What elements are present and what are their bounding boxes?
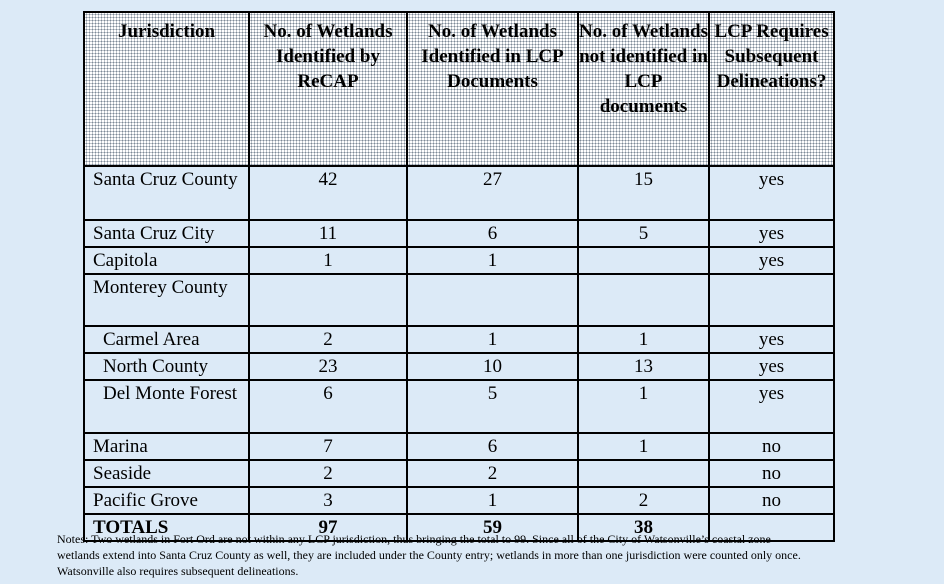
jurisdiction-cell: Santa Cruz County xyxy=(83,165,250,221)
wetlands-table: Jurisdiction No. of Wetlands Identified … xyxy=(83,11,835,542)
lcp-cell: 27 xyxy=(406,165,579,221)
recap-cell: 2 xyxy=(248,459,408,488)
lcp-cell xyxy=(406,273,579,327)
totals-delineation xyxy=(708,513,835,542)
delineation-cell: no xyxy=(708,486,835,515)
table-row: Monterey County xyxy=(83,273,835,327)
jurisdiction-cell: Capitola xyxy=(83,246,250,275)
recap-cell: 11 xyxy=(248,219,408,248)
table-row: Santa Cruz County 42 27 15 yes xyxy=(83,165,835,221)
jurisdiction-cell: Monterey County xyxy=(83,273,250,327)
delineation-cell: yes xyxy=(708,165,835,221)
delineation-cell: yes xyxy=(708,325,835,354)
lcp-cell: 10 xyxy=(406,352,579,381)
totals-label: TOTALS xyxy=(83,513,250,542)
table-row: Santa Cruz City 11 6 5 yes xyxy=(83,219,835,248)
table-row: Seaside 2 2 no xyxy=(83,459,835,488)
delineation-cell: yes xyxy=(708,352,835,381)
recap-cell: 23 xyxy=(248,352,408,381)
recap-cell: 3 xyxy=(248,486,408,515)
lcp-cell: 2 xyxy=(406,459,579,488)
recap-cell: 2 xyxy=(248,325,408,354)
jurisdiction-cell: Marina xyxy=(83,432,250,461)
jurisdiction-cell: North County xyxy=(83,352,250,381)
jurisdiction-cell: Seaside xyxy=(83,459,250,488)
notes-line: Notes: Two wetlands in Fort Ord are not … xyxy=(57,532,771,546)
not-lcp-cell xyxy=(577,459,710,488)
totals-not-lcp: 38 xyxy=(577,513,710,542)
totals-lcp: 59 xyxy=(406,513,579,542)
lcp-cell: 1 xyxy=(406,325,579,354)
table-row: Pacific Grove 3 1 2 no xyxy=(83,486,835,515)
table-notes: Notes: Two wetlands in Fort Ord are not … xyxy=(57,531,937,579)
not-lcp-cell: 13 xyxy=(577,352,710,381)
totals-recap: 97 xyxy=(248,513,408,542)
jurisdiction-cell: Carmel Area xyxy=(83,325,250,354)
recap-cell: 1 xyxy=(248,246,408,275)
recap-cell: 6 xyxy=(248,379,408,434)
recap-cell xyxy=(248,273,408,327)
recap-cell: 42 xyxy=(248,165,408,221)
lcp-cell: 6 xyxy=(406,432,579,461)
jurisdiction-cell: Santa Cruz City xyxy=(83,219,250,248)
not-lcp-cell: 15 xyxy=(577,165,710,221)
header-lcp: No. of Wetlands Identified in LCP Docume… xyxy=(406,11,579,167)
not-lcp-cell: 1 xyxy=(577,432,710,461)
header-recap: No. of Wetlands Identified by ReCAP xyxy=(248,11,408,167)
notes-line: Watsonville also requires subsequent del… xyxy=(57,564,299,578)
table-row: Marina 7 6 1 no xyxy=(83,432,835,461)
table-row: Capitola 1 1 yes xyxy=(83,246,835,275)
not-lcp-cell: 2 xyxy=(577,486,710,515)
jurisdiction-cell: Del Monte Forest xyxy=(83,379,250,434)
header-not-lcp: No. of Wetlands not identified in LCP do… xyxy=(577,11,710,167)
lcp-cell: 1 xyxy=(406,246,579,275)
delineation-cell xyxy=(708,273,835,327)
delineation-cell: yes xyxy=(708,219,835,248)
lcp-cell: 1 xyxy=(406,486,579,515)
table-row: Del Monte Forest 6 5 1 yes xyxy=(83,379,835,434)
totals-row: TOTALS 97 59 38 xyxy=(83,513,835,542)
recap-cell: 7 xyxy=(248,432,408,461)
not-lcp-cell xyxy=(577,273,710,327)
not-lcp-cell: 5 xyxy=(577,219,710,248)
not-lcp-cell xyxy=(577,246,710,275)
header-row: Jurisdiction No. of Wetlands Identified … xyxy=(83,11,835,167)
lcp-cell: 5 xyxy=(406,379,579,434)
jurisdiction-cell: Pacific Grove xyxy=(83,486,250,515)
delineation-cell: yes xyxy=(708,379,835,434)
delineation-cell: yes xyxy=(708,246,835,275)
delineation-cell: no xyxy=(708,459,835,488)
wetlands-table-container: Jurisdiction No. of Wetlands Identified … xyxy=(83,11,835,542)
notes-line: wetlands extend into Santa Cruz County a… xyxy=(57,548,801,562)
delineation-cell: no xyxy=(708,432,835,461)
table-row: Carmel Area 2 1 1 yes xyxy=(83,325,835,354)
header-jurisdiction: Jurisdiction xyxy=(83,11,250,167)
not-lcp-cell: 1 xyxy=(577,325,710,354)
table-row: North County 23 10 13 yes xyxy=(83,352,835,381)
not-lcp-cell: 1 xyxy=(577,379,710,434)
header-delineation: LCP Requires Subsequent Delineations? xyxy=(708,11,835,167)
lcp-cell: 6 xyxy=(406,219,579,248)
